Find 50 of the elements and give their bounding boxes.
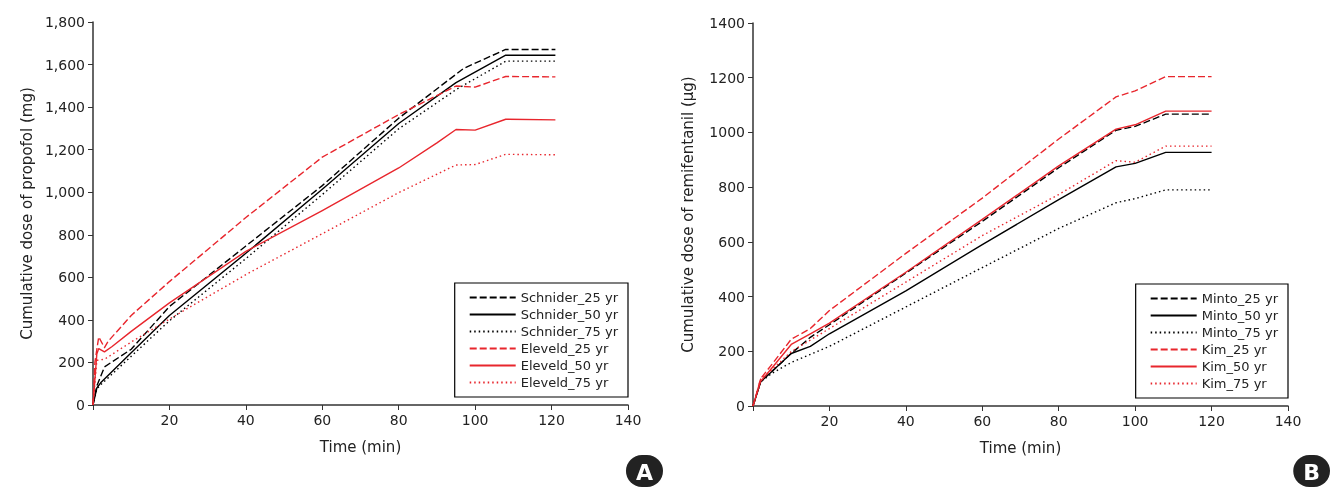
y-tick-label: 800 [58, 226, 85, 243]
x-axis-title: Time (min) [318, 437, 402, 456]
y-tick-label: 400 [58, 311, 85, 328]
x-tick-label: 100 [461, 412, 489, 428]
y-tick-label: 200 [718, 343, 745, 360]
y-tick-label: 200 [58, 354, 85, 371]
y-tick-label: 1,200 [44, 141, 85, 158]
y-axis-title: Cumulative dose of propofol (mg) [17, 87, 36, 340]
y-tick-label: 1400 [709, 15, 745, 31]
x-tick-label: 120 [538, 412, 565, 428]
x-tick-label: 140 [614, 412, 642, 428]
legend-label: Kim_75 yr [1201, 376, 1268, 391]
y-tick-label: 800 [718, 179, 745, 196]
x-axis-title: Time (min) [978, 438, 1062, 457]
legend-label: Kim_50 yr [1201, 359, 1268, 374]
x-tick-label: 60 [973, 413, 992, 429]
legend-label: Minto_50 yr [1201, 308, 1279, 323]
x-tick-label: 60 [313, 412, 332, 428]
y-tick-label: 600 [58, 269, 85, 286]
y-tick-label: 400 [718, 288, 745, 305]
x-tick-label: 40 [236, 412, 255, 428]
y-tick-label: 1000 [709, 124, 745, 141]
legend-label: Schnider_50 yr [520, 307, 619, 322]
legend-label: Minto_75 yr [1201, 325, 1279, 340]
legend-label: Eleveld_50 yr [520, 358, 609, 373]
y-tick-label: 1200 [709, 69, 745, 86]
y-tick-label: 1,400 [44, 99, 85, 116]
y-tick-label: 1,800 [44, 14, 85, 30]
legend-label: Eleveld_25 yr [520, 341, 609, 356]
text: B [1303, 459, 1321, 485]
y-tick-label: 0 [736, 398, 745, 414]
legend-label: Schnider_75 yr [520, 324, 619, 339]
y-tick-label: 1,000 [44, 184, 85, 201]
x-tick-label: 80 [1049, 413, 1068, 429]
x-tick-label: 80 [389, 412, 408, 428]
legend-label: Minto_25 yr [1201, 291, 1279, 306]
y-tick-label: 600 [718, 233, 745, 250]
y-tick-label: 0 [76, 397, 85, 413]
legend-label: Schnider_25 yr [520, 290, 619, 305]
x-tick-label: 120 [1198, 413, 1225, 429]
y-tick-label: 1,600 [44, 56, 85, 73]
x-tick-label: 100 [1121, 413, 1149, 429]
x-tick-label: 40 [896, 413, 915, 429]
x-tick-label: 140 [1274, 413, 1302, 429]
legend-label: Eleveld_75 yr [520, 375, 609, 390]
y-axis-title: Cumulative dose of remifentanil (μg) [678, 76, 697, 353]
x-tick-label: 20 [160, 412, 179, 428]
legend-label: Kim_25 yr [1201, 342, 1268, 357]
x-tick-label: 20 [820, 413, 839, 429]
text: A [635, 459, 653, 485]
